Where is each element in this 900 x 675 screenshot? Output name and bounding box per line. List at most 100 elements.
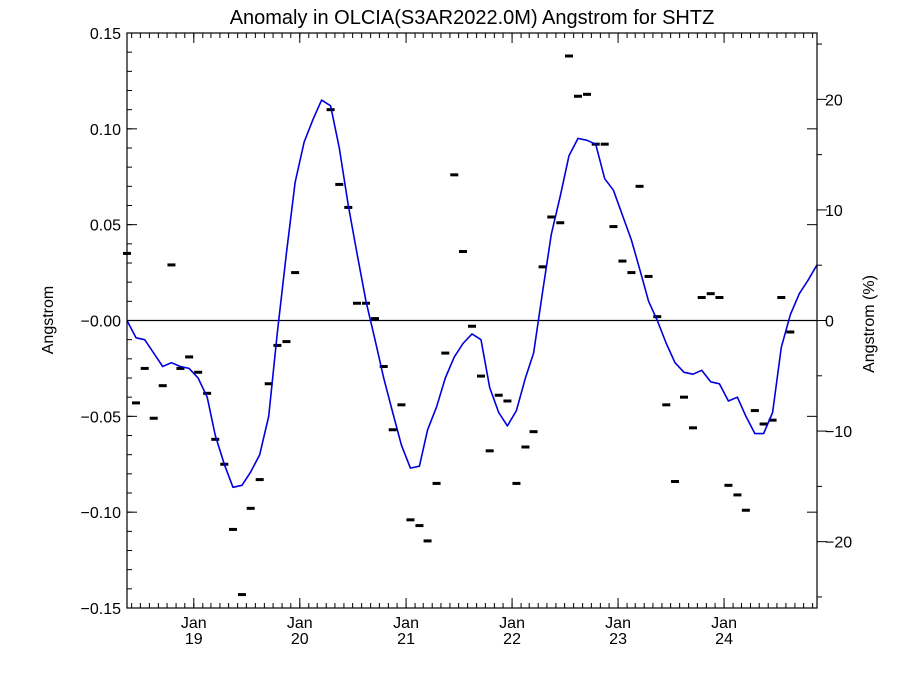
data-point — [512, 481, 521, 485]
data-point — [238, 593, 246, 597]
data-point — [326, 108, 335, 112]
data-point — [282, 340, 291, 344]
x-tick-year: 23 — [609, 631, 627, 648]
data-point — [670, 480, 679, 483]
data-point — [388, 428, 397, 432]
data-point — [679, 395, 688, 399]
data-point — [715, 296, 724, 299]
data-point — [211, 437, 220, 441]
y-tick-label: −0.15 — [81, 601, 122, 618]
data-point — [653, 315, 662, 319]
data-point — [397, 403, 406, 407]
data-point — [786, 330, 795, 334]
y-axis-label: Angstrom — [40, 286, 57, 354]
data-point — [635, 184, 644, 188]
x-tick-month: Jan — [393, 615, 419, 632]
data-point — [450, 173, 459, 177]
x-tick-year: 24 — [715, 631, 733, 648]
data-point — [768, 418, 777, 422]
data-point — [609, 225, 618, 229]
y2-axis-label: Angstrom (%) — [861, 275, 878, 373]
y-tick-label: −0.05 — [81, 409, 122, 426]
data-point — [573, 94, 582, 98]
data-point — [777, 296, 786, 299]
data-point — [538, 265, 547, 269]
x-tick-month: Jan — [499, 615, 525, 632]
data-point — [458, 250, 467, 253]
y-tick-label: 0.10 — [90, 122, 121, 139]
data-point — [477, 374, 486, 378]
data-point — [132, 401, 141, 405]
data-point — [203, 391, 212, 395]
data-point — [371, 317, 380, 321]
data-point — [423, 539, 432, 543]
data-point — [741, 508, 750, 512]
data-point — [441, 351, 450, 355]
x-tick-year: 21 — [397, 631, 415, 648]
data-point — [529, 430, 538, 434]
data-point — [468, 324, 476, 328]
data-point — [662, 403, 671, 407]
x-tick-month: Jan — [181, 615, 207, 632]
y2-tick-label: 20 — [825, 92, 843, 109]
data-point — [627, 271, 636, 275]
data-point — [335, 182, 344, 186]
data-point — [246, 506, 255, 510]
data-point — [264, 382, 273, 386]
data-point — [432, 481, 441, 485]
plot-frame — [126, 32, 818, 609]
data-point — [273, 343, 282, 347]
y2-tick-label: −10 — [825, 424, 852, 441]
x-tick-year: 19 — [185, 631, 203, 648]
y2-tick-label: 0 — [825, 314, 834, 331]
data-point — [706, 292, 715, 296]
data-point — [724, 483, 733, 487]
y-tick-label: 0.05 — [90, 218, 121, 235]
series-line — [126, 99, 818, 489]
data-point — [228, 527, 237, 531]
data-point — [149, 416, 158, 420]
marker-series — [123, 54, 795, 597]
data-point — [185, 355, 194, 359]
y2-tick-label: −20 — [825, 535, 852, 552]
tick-labels: −0.15 −0.10 −0.05 −0.00 0.05 0.10 0.15 −20 −10 0 1… — [81, 26, 853, 648]
x-tick-month: Jan — [287, 615, 313, 632]
x-tick-year: 20 — [291, 631, 309, 648]
data-point — [564, 54, 573, 58]
data-point — [521, 445, 530, 449]
smoothed-line-series — [126, 99, 818, 489]
data-point — [379, 365, 388, 368]
data-point — [291, 271, 300, 275]
y-tick-label: −0.10 — [81, 505, 122, 522]
data-point — [547, 215, 556, 219]
data-point — [503, 399, 512, 403]
data-point — [158, 384, 167, 388]
data-point — [759, 422, 768, 426]
data-point — [600, 142, 609, 146]
data-point — [415, 524, 424, 528]
x-tick-month: Jan — [605, 615, 631, 632]
data-point — [697, 296, 706, 299]
y2-tick-label: 10 — [825, 203, 843, 220]
chart-title: Anomaly in OLCIA(S3AR2022.0M) Angstrom f… — [230, 7, 715, 29]
data-point — [733, 493, 742, 497]
data-point — [353, 301, 361, 305]
x-tick-year: 22 — [503, 631, 521, 648]
data-point — [644, 274, 653, 278]
y-tick-label: −0.00 — [81, 314, 122, 331]
data-point — [750, 409, 759, 413]
data-point — [583, 92, 591, 96]
data-point — [688, 426, 697, 430]
data-point — [140, 366, 149, 370]
y-tick-label: 0.15 — [90, 26, 121, 43]
data-point — [406, 518, 415, 522]
data-point — [494, 393, 503, 397]
data-point — [194, 370, 203, 374]
data-point — [556, 221, 565, 225]
data-point — [485, 449, 494, 453]
data-point — [255, 478, 264, 482]
data-point — [618, 259, 627, 263]
data-point — [176, 366, 185, 370]
x-tick-month: Jan — [711, 615, 737, 632]
